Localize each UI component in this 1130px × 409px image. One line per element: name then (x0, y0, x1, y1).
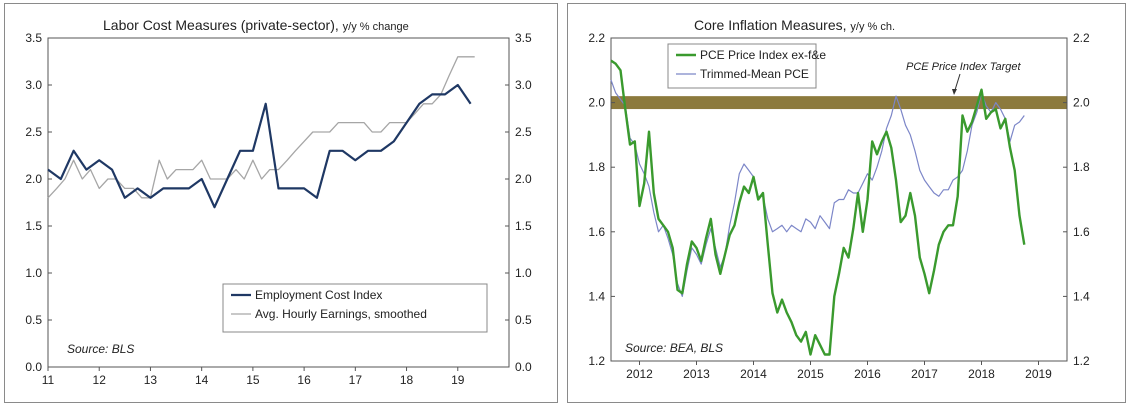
y-tick-label-right: 2.0 (1073, 96, 1090, 110)
chart-subtitle: y/y % change (342, 21, 409, 33)
plot-area-frame (610, 37, 1068, 362)
source-note: Source: BLS (67, 342, 134, 356)
chart-title-text: Labor Cost Measures (private-sector), (103, 17, 339, 33)
y-tick-label-right: 2.5 (515, 125, 532, 139)
legend-label: Employment Cost Index (255, 288, 382, 302)
annotation-arrow-line (954, 73, 961, 91)
chart-title: Labor Cost Measures (private-sector), y/… (103, 17, 409, 33)
x-tick-label: 2012 (626, 367, 653, 381)
target-annotation: PCE Price Index Target (906, 61, 1021, 73)
core-inflation-chart-panel: Core Inflation Measures, y/y % ch. 1.2 1.… (567, 3, 1126, 403)
y-tick-label-left: 1.2 (588, 354, 605, 368)
y-tick-label-left: 1.0 (25, 266, 42, 280)
series-line-0 (610, 59, 1026, 356)
y-tick-label-left: 1.4 (588, 289, 605, 303)
y-tick-label-right: 1.8 (1073, 160, 1090, 174)
y-tick-label-right: 2.2 (1073, 31, 1090, 45)
target-band (611, 96, 1067, 110)
y-tick-label-right: 1.4 (1073, 289, 1090, 303)
y-tick-label-right: 1.2 (1073, 354, 1090, 368)
x-tick-label: 14 (195, 373, 209, 387)
core-inflation-plot: 1.2 1.2 1.4 1.4 1.6 1.6 1.8 1.8 2.0 2.0 2.2 2.2 2012… (588, 31, 1090, 381)
annotation-arrow-head (952, 89, 957, 95)
legend-box (222, 283, 488, 333)
x-tick-label: 16 (297, 373, 311, 387)
x-tick-label: 13 (144, 373, 158, 387)
y-tick-label-left: 3.0 (25, 78, 42, 92)
plot-area-frame (47, 37, 510, 368)
y-tick-label-left: 1.5 (25, 219, 42, 233)
y-tick-label-right: 0.5 (515, 313, 532, 327)
legend-label: Trimmed-Mean PCE (700, 67, 809, 81)
x-tick-label: 17 (349, 373, 363, 387)
x-tick-label: 15 (246, 373, 260, 387)
y-tick-label-right: 3.0 (515, 78, 532, 92)
y-tick-label-right: 2.0 (515, 172, 532, 186)
y-tick-label-right: 3.5 (515, 31, 532, 45)
x-tick-label: 12 (93, 373, 107, 387)
x-tick-label: 18 (400, 373, 414, 387)
y-tick-label-left: 2.0 (588, 96, 605, 110)
y-tick-label-left: 2.5 (25, 125, 42, 139)
x-tick-label: 11 (42, 373, 55, 387)
legend-box (667, 43, 817, 89)
y-tick-label-left: 2.2 (588, 31, 605, 45)
x-tick-label: 2019 (1025, 367, 1052, 381)
series-line-1 (47, 56, 475, 199)
y-tick-label-right: 0.0 (515, 360, 532, 374)
series-line-0 (47, 83, 472, 209)
labor-cost-chart-panel: Labor Cost Measures (private-sector), y/… (4, 3, 558, 403)
labor-cost-plot: 0.0 0.0 0.5 0.5 1.0 1.0 1.5 1.5 2.0 2.0 2.5 2.5 3.0 3… (25, 31, 532, 387)
legend-label: Avg. Hourly Earnings, smoothed (255, 307, 427, 321)
chart-title: Core Inflation Measures, y/y % ch. (694, 17, 895, 33)
x-tick-label: 2017 (911, 367, 938, 381)
y-tick-label-right: 1.0 (515, 266, 532, 280)
y-tick-label-left: 0.5 (25, 313, 42, 327)
y-tick-label-right: 1.5 (515, 219, 532, 233)
y-tick-label-left: 1.6 (588, 225, 605, 239)
y-tick-label-left: 2.0 (25, 172, 42, 186)
y-tick-label-left: 0.0 (25, 360, 42, 374)
x-tick-label: 2018 (968, 367, 995, 381)
chart-subtitle: y/y % ch. (850, 21, 896, 33)
source-note: Source: BEA, BLS (625, 341, 723, 355)
x-tick-label: 2013 (683, 367, 710, 381)
x-tick-label: 2016 (854, 367, 881, 381)
series-line-1 (610, 79, 1025, 297)
x-tick-label: 19 (451, 373, 465, 387)
chart-title-text: Core Inflation Measures, (694, 17, 847, 33)
y-tick-label-left: 3.5 (25, 31, 42, 45)
y-tick-label-right: 1.6 (1073, 225, 1090, 239)
legend-label: PCE Price Index ex-f&e (700, 48, 826, 62)
x-tick-label: 2014 (740, 367, 767, 381)
y-tick-label-left: 1.8 (588, 160, 605, 174)
x-tick-label: 2015 (797, 367, 824, 381)
